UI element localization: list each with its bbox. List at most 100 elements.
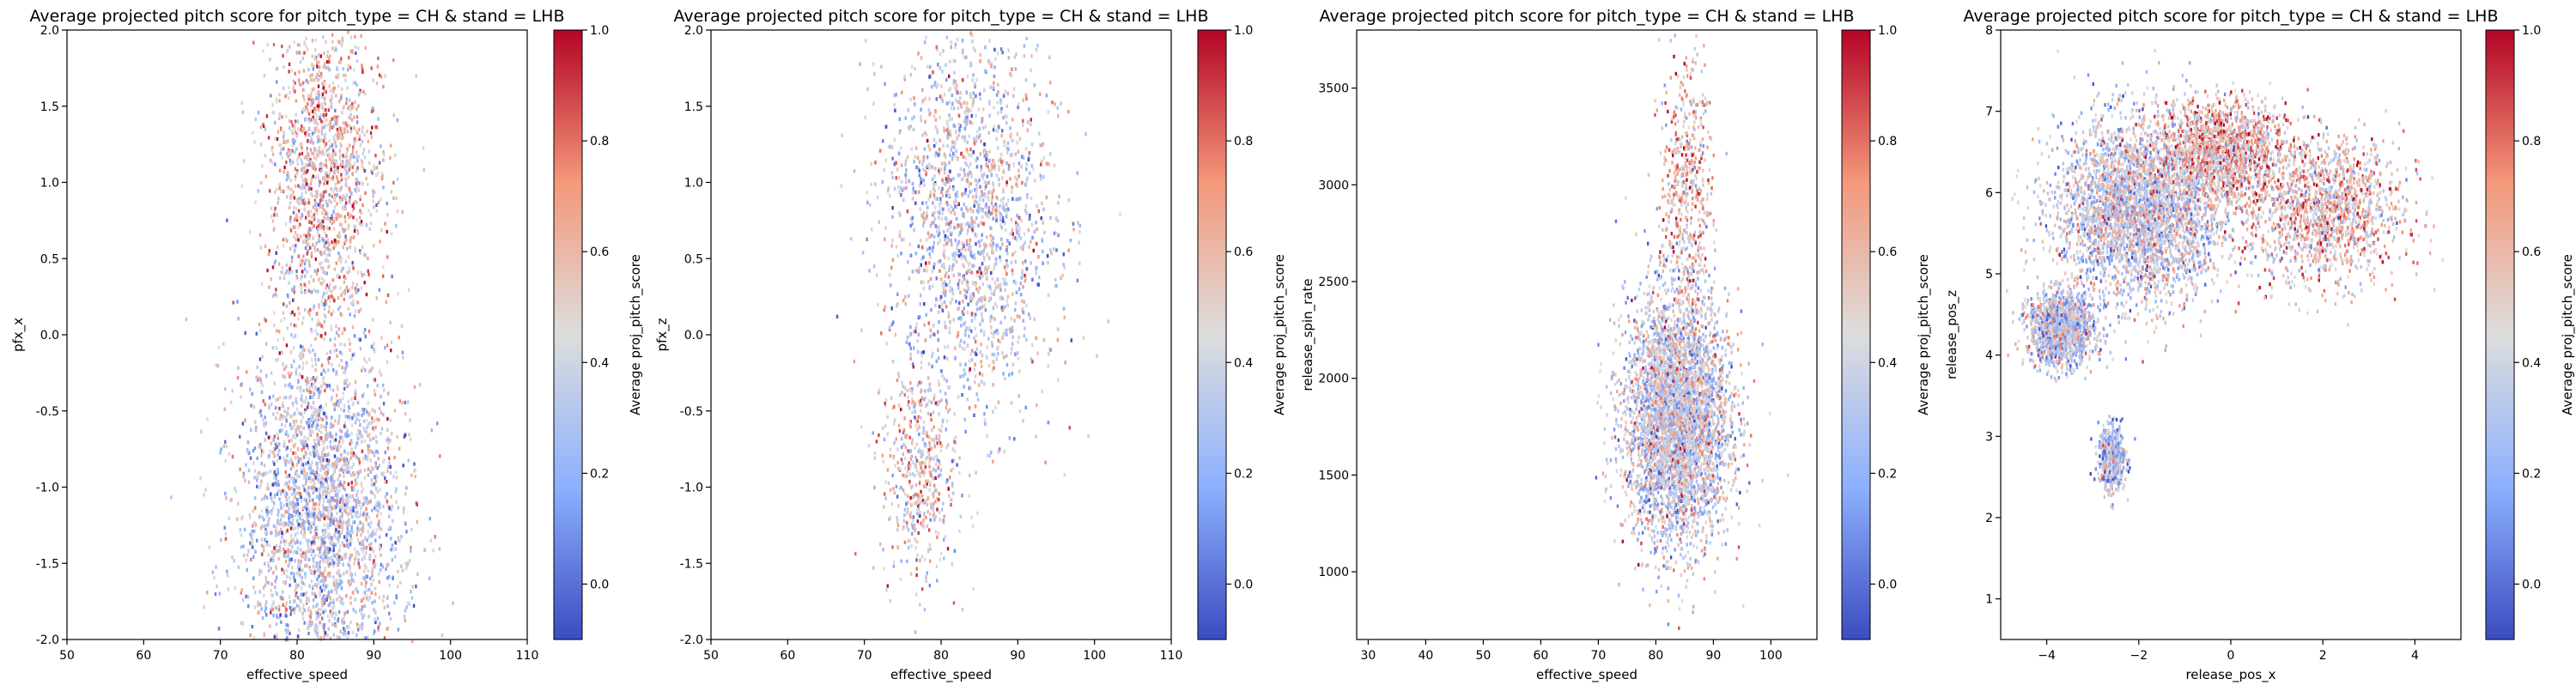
heatmap-cell xyxy=(292,500,295,505)
heatmap-cell xyxy=(254,420,257,424)
heatmap-cell xyxy=(294,225,296,229)
heatmap-cell xyxy=(332,220,336,224)
heatmap-cell xyxy=(335,175,338,179)
heatmap-cell xyxy=(368,543,370,548)
heatmap-cell xyxy=(310,357,313,361)
heatmap-cell xyxy=(320,385,323,389)
heatmap-cell xyxy=(345,538,349,542)
heatmap-cell xyxy=(313,55,317,59)
heatmap-cell xyxy=(276,458,279,463)
heatmap-cell xyxy=(313,215,316,219)
heatmap-cell xyxy=(372,190,374,194)
heatmap-cell xyxy=(355,505,358,509)
heatmap-cell xyxy=(374,378,376,382)
heatmap-cell xyxy=(322,476,325,481)
heatmap-cell xyxy=(264,438,266,442)
heatmap-cell xyxy=(339,435,342,439)
heatmap-cell xyxy=(276,481,278,485)
heatmap-cell xyxy=(285,574,288,579)
heatmap-cell xyxy=(374,425,377,429)
heatmap-cell xyxy=(352,506,355,510)
heatmap-cell xyxy=(306,388,309,392)
heatmap-cell xyxy=(324,102,326,106)
heatmap-cell xyxy=(320,536,323,540)
heatmap-cell xyxy=(348,64,350,68)
heatmap-cell xyxy=(296,169,299,173)
heatmap-cell xyxy=(270,556,273,561)
heatmap-cell xyxy=(318,177,320,181)
heatmap-cell xyxy=(290,500,293,505)
heatmap-cell xyxy=(292,298,295,302)
heatmap-cell xyxy=(326,584,329,588)
heatmap-cell xyxy=(276,518,279,523)
heatmap-cell xyxy=(374,479,377,483)
heatmap-cell xyxy=(353,520,356,524)
heatmap-cell xyxy=(293,610,296,615)
heatmap-cell xyxy=(323,523,326,528)
heatmap-cell xyxy=(262,585,265,590)
heatmap-cell xyxy=(360,506,362,511)
heatmap-cell xyxy=(300,258,302,263)
heatmap-cell xyxy=(340,94,343,98)
heatmap-cell xyxy=(283,521,286,525)
heatmap-cell xyxy=(303,519,307,524)
heatmap-cell xyxy=(397,292,399,296)
heatmap-cell xyxy=(332,544,335,549)
heatmap-cell xyxy=(348,167,350,172)
heatmap-cell xyxy=(319,567,321,572)
heatmap-cell xyxy=(316,577,319,581)
heatmap-cell xyxy=(365,580,368,585)
heatmap-cell xyxy=(338,149,342,153)
heatmap-cell xyxy=(350,440,353,445)
heatmap-cell xyxy=(358,127,361,131)
heatmap-cell xyxy=(334,336,337,341)
heatmap-cell xyxy=(313,245,316,250)
heatmap-cell xyxy=(302,233,306,237)
heatmap-cell xyxy=(264,154,266,158)
heatmap-cell xyxy=(404,567,408,571)
heatmap-cell xyxy=(295,397,297,402)
heatmap-cell xyxy=(242,475,245,479)
heatmap-cell xyxy=(270,549,274,555)
heatmap-cell xyxy=(222,342,225,346)
heatmap-cell xyxy=(344,632,347,636)
heatmap-cell xyxy=(326,258,329,263)
heatmap-cell xyxy=(337,130,340,135)
heatmap-cell xyxy=(283,443,286,447)
heatmap-cell xyxy=(284,463,287,467)
heatmap-cell xyxy=(409,559,411,563)
heatmap-cell xyxy=(340,524,343,529)
heatmap-cell xyxy=(325,433,327,437)
heatmap-cell xyxy=(277,556,280,561)
heatmap-cell xyxy=(305,163,307,167)
heatmap-cell xyxy=(258,568,261,573)
heatmap-cell xyxy=(304,274,307,278)
heatmap-cell xyxy=(320,464,323,468)
heatmap-cell xyxy=(294,513,296,518)
heatmap-cell xyxy=(295,469,298,473)
heatmap-cell xyxy=(374,173,378,178)
heatmap-cell xyxy=(343,628,346,633)
heatmap-cell xyxy=(315,531,318,536)
heatmap-cell xyxy=(313,278,315,282)
heatmap-cell xyxy=(295,593,298,597)
heatmap-cell xyxy=(273,501,276,506)
heatmap-cell xyxy=(258,445,261,449)
heatmap-cell xyxy=(226,573,229,578)
heatmap-cell xyxy=(256,472,259,476)
heatmap-cell xyxy=(279,489,283,494)
heatmap-cell xyxy=(342,161,344,166)
heatmap-cell xyxy=(276,508,280,512)
heatmap-cell xyxy=(301,56,304,61)
heatmap-cell xyxy=(395,476,398,480)
heatmap-cell xyxy=(293,476,295,482)
heatmap-cell xyxy=(278,183,281,187)
heatmap-cell xyxy=(314,121,317,125)
heatmap-cell xyxy=(329,503,331,507)
heatmap-cell xyxy=(283,547,285,551)
heatmap-cell xyxy=(299,541,301,545)
heatmap-cell xyxy=(286,475,289,479)
heatmap-cell xyxy=(432,549,434,553)
heatmap-cell xyxy=(291,425,295,429)
heatmap-cell xyxy=(276,633,278,637)
